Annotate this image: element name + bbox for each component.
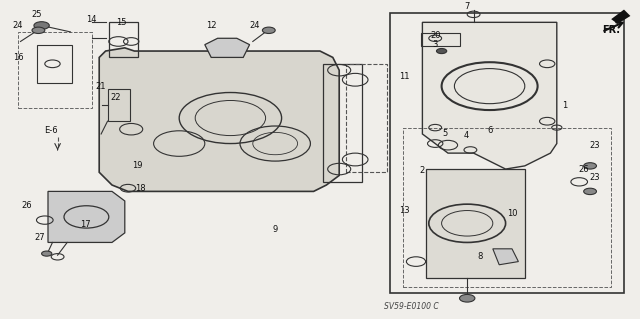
Text: 12: 12 [206,21,216,30]
Text: 6: 6 [487,126,492,135]
Circle shape [42,251,52,256]
Bar [108,89,130,121]
Text: 16: 16 [13,53,23,62]
Text: 20: 20 [430,31,440,40]
Text: 14: 14 [86,15,97,24]
Text: 26: 26 [22,201,32,210]
Polygon shape [493,249,518,265]
Text: 22: 22 [110,93,120,102]
Text: 27: 27 [35,233,45,242]
Polygon shape [611,10,630,24]
Text: 3: 3 [433,40,438,48]
Text: 25: 25 [32,10,42,19]
Polygon shape [99,48,339,191]
Text: FR.: FR. [602,25,620,35]
Text: 2: 2 [420,166,425,175]
Text: 11: 11 [399,72,410,81]
Polygon shape [422,22,557,169]
Text: SV59-E0100 C: SV59-E0100 C [383,302,438,311]
Text: 1: 1 [562,101,567,110]
Text: 21: 21 [96,82,106,91]
Text: 23: 23 [590,173,600,182]
Circle shape [34,22,49,29]
Text: 15: 15 [116,18,127,27]
Text: 9: 9 [273,225,278,234]
Text: 18: 18 [136,184,146,193]
Text: 4: 4 [463,131,468,140]
Circle shape [584,188,596,195]
Bar [421,33,460,46]
Bar [390,13,624,293]
Bar [37,45,72,83]
Bar [18,32,92,108]
Text: 23: 23 [590,141,600,150]
Polygon shape [48,191,125,242]
Text: 17: 17 [80,220,90,229]
Text: E-6: E-6 [44,126,58,135]
Bar [346,64,387,172]
Text: 13: 13 [399,206,410,215]
Bar [323,64,362,182]
Text: 19: 19 [132,161,143,170]
Circle shape [32,27,45,33]
Text: 8: 8 [477,252,483,261]
Circle shape [436,48,447,54]
Text: 7: 7 [465,2,470,11]
Bar [403,128,611,287]
Text: 24: 24 [250,21,260,30]
Text: 5: 5 [442,130,447,138]
Polygon shape [426,169,525,278]
Text: 24: 24 [12,21,22,30]
Text: 26: 26 [579,165,589,174]
Bar [109,22,138,57]
Polygon shape [205,38,250,57]
Circle shape [262,27,275,33]
Circle shape [460,294,475,302]
Text: 10: 10 [507,209,517,218]
Circle shape [584,163,596,169]
